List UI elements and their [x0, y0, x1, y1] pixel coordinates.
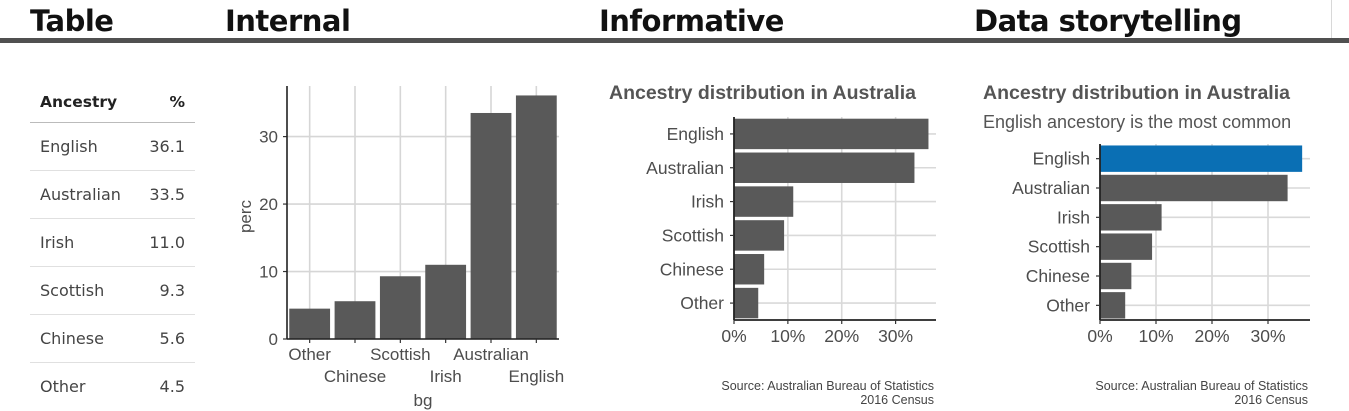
table-cell-percent: 5.6 — [136, 314, 195, 363]
bar — [379, 276, 421, 339]
y-tick-label: 20 — [259, 195, 278, 214]
table-row: Chinese 5.6 — [30, 314, 195, 363]
bar — [515, 95, 557, 339]
y-tick-label: Scottish — [1028, 237, 1090, 257]
bar — [734, 220, 785, 251]
bar — [1100, 292, 1126, 319]
table-cell-ancestry: English — [30, 122, 137, 171]
chart-caption: 2016 Census — [1234, 393, 1308, 407]
table-row: English 36.1 — [30, 122, 195, 171]
bar — [734, 118, 929, 150]
y-tick-label: Other — [1046, 295, 1090, 315]
bar — [1100, 204, 1162, 231]
heading-storytelling: Data storytelling — [974, 4, 1242, 38]
x-tick-label: 30% — [1250, 326, 1285, 346]
table-cell-ancestry: Scottish — [30, 266, 137, 315]
x-tick-label: Irish — [430, 367, 462, 386]
table-cell-percent: 11.0 — [136, 218, 195, 267]
x-tick-label: 0% — [721, 326, 746, 346]
heading-internal: Internal — [225, 4, 351, 38]
edge-divider — [1331, 0, 1332, 38]
y-axis-label: perc — [236, 199, 255, 233]
y-tick-label: English — [1033, 149, 1090, 169]
bar — [470, 112, 512, 339]
y-tick-label: Australian — [646, 158, 724, 178]
bar — [734, 186, 794, 217]
x-axis-label: bg — [414, 391, 433, 410]
y-tick-label: Australian — [1012, 178, 1090, 198]
bar — [734, 287, 759, 319]
chart-caption: 2016 Census — [860, 393, 934, 407]
table-row: Other 4.5 — [30, 363, 195, 411]
y-tick-label: Irish — [1057, 207, 1090, 227]
bar — [425, 264, 467, 339]
chart-title: Ancestry distribution in Australia — [609, 82, 916, 104]
x-tick-label: 30% — [878, 326, 913, 346]
x-tick-label: English — [508, 367, 564, 386]
heading-informative: Informative — [599, 4, 784, 38]
ancestry-table: Ancestry % English 36.1 Australian 33.5 Ir… — [30, 82, 195, 410]
chart-caption: Source: Australian Bureau of Statistics — [721, 379, 934, 393]
x-tick-label: 20% — [1194, 326, 1229, 346]
x-tick-label: Other — [288, 345, 331, 364]
table-cell-percent: 33.5 — [136, 170, 195, 219]
x-tick-label: Scottish — [370, 345, 430, 364]
table-row: Irish 11.0 — [30, 218, 195, 267]
table-cell-ancestry: Irish — [30, 218, 137, 267]
y-tick-label: 0 — [269, 330, 278, 349]
table-cell-ancestry: Chinese — [30, 314, 137, 363]
bar — [334, 301, 376, 339]
chart-title: Ancestry distribution in Australia — [983, 82, 1290, 104]
x-tick-label: 0% — [1087, 326, 1112, 346]
table-row: Scottish 9.3 — [30, 266, 195, 315]
bar — [1100, 174, 1288, 202]
chart-subtitle: English ancestory is the most common — [983, 112, 1291, 132]
table-header-row: Ancestry % — [30, 82, 195, 123]
table-cell-ancestry: Other — [40, 377, 86, 396]
x-tick-label: Chinese — [324, 367, 386, 386]
table-row: Australian 33.5 — [30, 170, 195, 219]
bar — [289, 308, 331, 339]
heading-table: Table — [30, 4, 114, 38]
table-cell-percent: 36.1 — [136, 122, 195, 171]
table-cell-percent: 4.5 — [159, 377, 185, 396]
y-tick-label: Irish — [691, 192, 724, 212]
column-header-percent: % — [136, 82, 195, 123]
highlighted-bar — [1100, 145, 1303, 172]
heading-divider — [0, 38, 1349, 43]
x-tick-label: 10% — [1138, 326, 1173, 346]
table-cell-ancestry: Australian — [30, 170, 137, 219]
table-clip — [0, 396, 220, 411]
bar — [734, 254, 765, 285]
chart-caption: Source: Australian Bureau of Statistics — [1095, 379, 1308, 393]
bar — [1100, 233, 1153, 260]
y-tick-label: Chinese — [660, 259, 724, 279]
column-header-ancestry: Ancestry — [30, 82, 137, 123]
y-tick-label: Chinese — [1026, 266, 1090, 286]
y-tick-label: 10 — [259, 263, 278, 282]
table-cell-percent: 9.3 — [136, 266, 195, 315]
y-tick-label: 30 — [259, 128, 278, 147]
x-tick-label: 20% — [824, 326, 859, 346]
bar — [734, 152, 915, 183]
bar — [1100, 262, 1132, 290]
x-tick-label: Australian — [453, 345, 529, 364]
y-tick-label: English — [667, 124, 724, 144]
y-tick-label: Other — [680, 293, 724, 313]
y-tick-label: Scottish — [662, 225, 724, 245]
x-tick-label: 10% — [770, 326, 805, 346]
